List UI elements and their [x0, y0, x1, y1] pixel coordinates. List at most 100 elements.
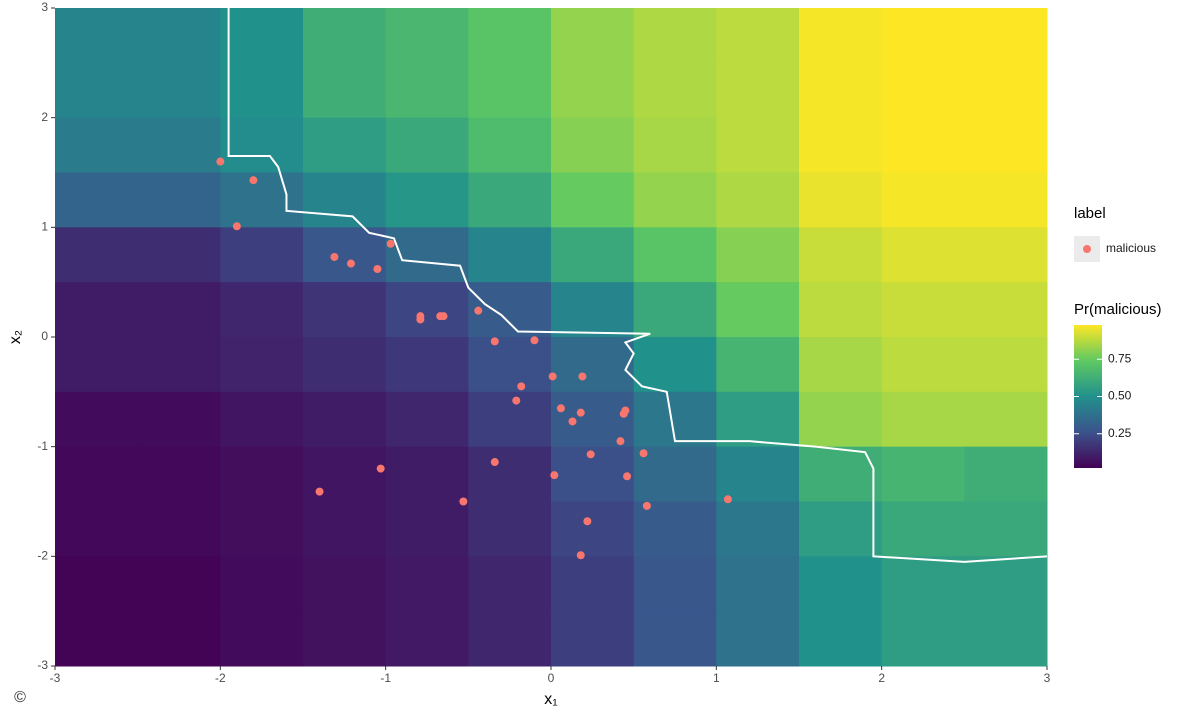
- point: [517, 382, 526, 391]
- heat-cell: [633, 62, 717, 119]
- heat-cell: [385, 611, 469, 667]
- point: [530, 336, 539, 345]
- heat-cell: [137, 117, 221, 173]
- heat-cell: [716, 8, 800, 64]
- heat-cell: [385, 556, 469, 612]
- heat-cell: [468, 227, 552, 283]
- heat-cell: [220, 611, 304, 667]
- legend-label: malicious: [1106, 241, 1156, 255]
- heat-cell: [964, 611, 1048, 667]
- heat-cell: [799, 501, 883, 557]
- heat-cell: [633, 611, 717, 667]
- heat-cell: [55, 337, 139, 393]
- heat-cell: [385, 117, 469, 173]
- heat-cell: [137, 172, 221, 228]
- heat-cell: [716, 391, 800, 448]
- heat-cell: [137, 611, 221, 667]
- heat-cell: [716, 611, 800, 667]
- x-tick-label: -1: [380, 671, 391, 685]
- x-tick-label: -3: [50, 671, 61, 685]
- heat-cell: [799, 446, 883, 502]
- heat-cell: [881, 337, 965, 393]
- heat-cell: [799, 337, 883, 393]
- heat-cell: [468, 391, 552, 448]
- heat-cell: [55, 62, 139, 119]
- heat-cell: [385, 172, 469, 228]
- heat-cell: [303, 8, 387, 64]
- point: [723, 495, 732, 504]
- heat-cell: [303, 611, 387, 667]
- heat-cell: [964, 8, 1048, 64]
- heat-cell: [137, 337, 221, 393]
- heat-cell: [551, 337, 635, 393]
- heat-cell: [964, 282, 1048, 338]
- colorbar-tick-label: 0.75: [1108, 351, 1132, 365]
- heat-cell: [385, 446, 469, 502]
- heat-cell: [55, 391, 139, 448]
- heat-cell: [551, 611, 635, 667]
- heat-cell: [633, 446, 717, 502]
- heat-cell: [716, 446, 800, 502]
- heat-cell: [385, 501, 469, 557]
- heat-cell: [716, 227, 800, 283]
- point: [373, 265, 382, 274]
- heat-cell: [468, 62, 552, 119]
- point: [586, 450, 595, 459]
- heat-cell: [633, 556, 717, 612]
- heat-cell: [137, 556, 221, 612]
- heat-cell: [799, 391, 883, 448]
- heat-cell: [55, 446, 139, 502]
- heat-cell: [716, 337, 800, 393]
- heat-cell: [137, 446, 221, 502]
- point: [623, 472, 632, 481]
- point: [346, 259, 355, 268]
- heat-cell: [468, 8, 552, 64]
- heat-cell: [303, 227, 387, 283]
- point: [232, 222, 241, 231]
- heat-cell: [385, 227, 469, 283]
- heat-cell: [468, 117, 552, 173]
- heat-cell: [633, 117, 717, 173]
- heat-cell: [881, 8, 965, 64]
- heat-cell: [303, 117, 387, 173]
- point: [512, 396, 521, 405]
- heat-cell: [137, 282, 221, 338]
- heat-cell: [881, 117, 965, 173]
- heat-cell: [468, 611, 552, 667]
- heat-cell: [799, 62, 883, 119]
- heat-cell: [137, 391, 221, 448]
- heat-cell: [551, 172, 635, 228]
- heat-cell: [551, 117, 635, 173]
- point: [416, 315, 425, 324]
- heat-cell: [303, 282, 387, 338]
- heat-cell: [55, 8, 139, 64]
- heat-cell: [881, 501, 965, 557]
- colorbar-tick-label: 0.50: [1108, 389, 1132, 403]
- heat-cell: [55, 282, 139, 338]
- copyright: ©: [14, 689, 26, 706]
- point: [439, 312, 448, 321]
- heat-cell: [220, 337, 304, 393]
- heat-cell: [964, 172, 1048, 228]
- heat-cell: [385, 391, 469, 448]
- heat-cell: [468, 501, 552, 557]
- heat-cell: [799, 556, 883, 612]
- point: [576, 408, 585, 417]
- heat-cell: [303, 556, 387, 612]
- heat-cell: [551, 8, 635, 64]
- heat-cell: [551, 282, 635, 338]
- heat-cell: [468, 556, 552, 612]
- point: [639, 449, 648, 458]
- point: [616, 437, 625, 446]
- y-tick-label: -3: [37, 658, 48, 672]
- y-tick-label: 1: [41, 220, 48, 234]
- point: [474, 306, 483, 315]
- y-tick-label: 2: [41, 110, 48, 124]
- point: [490, 458, 499, 467]
- point: [490, 337, 499, 346]
- heat-cell: [633, 337, 717, 393]
- point: [386, 239, 395, 248]
- colorbar-tick-label: 0.25: [1108, 426, 1132, 440]
- point: [216, 157, 225, 166]
